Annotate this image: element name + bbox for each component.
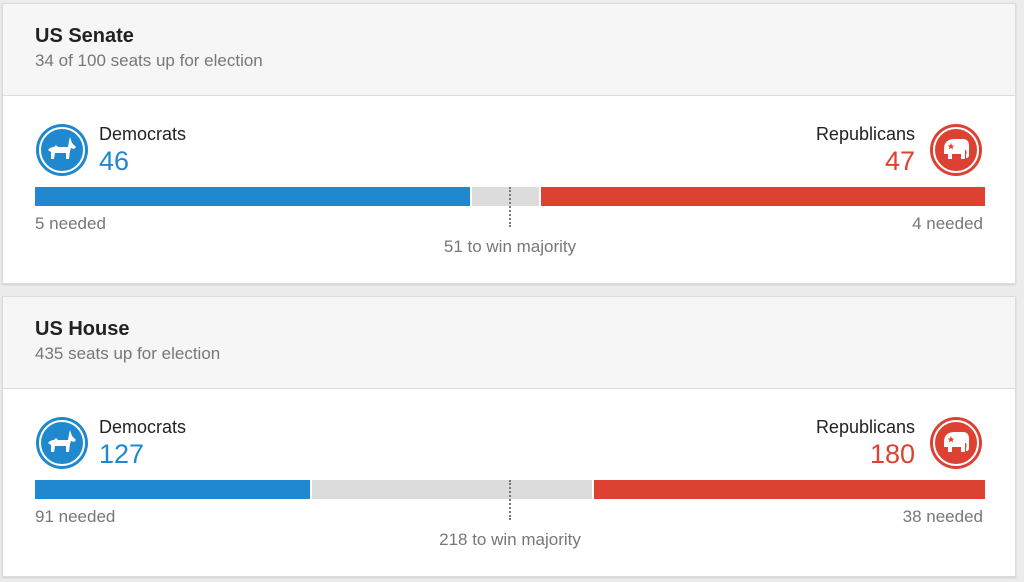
democrats-needed: 5 needed <box>35 214 106 233</box>
republicans-label: Republicans <box>815 124 915 144</box>
democrats-needed: 91 needed <box>35 507 116 526</box>
republicans-seat-count: 180 <box>869 439 915 469</box>
democrats-label: Democrats <box>99 124 187 144</box>
donkey-icon <box>35 416 89 470</box>
republicans-needed: 4 needed <box>912 214 983 233</box>
republicans-label: Republicans <box>815 417 915 437</box>
elephant-icon <box>929 416 983 470</box>
card-subtitle: 435 seats up for election <box>35 344 221 363</box>
majority-marker <box>509 187 511 227</box>
card-header: US Senate 34 of 100 seats up for electio… <box>3 4 1015 96</box>
seat-progress-bar <box>35 187 985 227</box>
house-card: US House 435 seats up for election Democ… <box>2 296 1016 577</box>
democrats-seat-count: 127 <box>99 439 145 469</box>
republicans-bar <box>591 480 985 499</box>
democrats-seat-count: 46 <box>99 146 130 176</box>
majority-marker <box>509 480 511 520</box>
card-body: Democrats 127 Republicans 180 91 needed … <box>3 389 1015 577</box>
republicans-seat-count: 47 <box>884 146 915 176</box>
donkey-icon <box>35 123 89 177</box>
democrats-label: Democrats <box>99 417 187 437</box>
democrats-bar <box>35 187 472 206</box>
card-subtitle: 34 of 100 seats up for election <box>35 51 263 70</box>
card-body: Democrats 46 Republicans 47 5 needed 4 n… <box>3 96 1015 284</box>
card-title: US House <box>35 318 130 340</box>
senate-card: US Senate 34 of 100 seats up for electio… <box>2 3 1016 284</box>
elephant-icon <box>929 123 983 177</box>
republicans-bar <box>538 187 985 206</box>
seat-progress-bar <box>35 480 985 520</box>
majority-label: 51 to win majority <box>443 237 577 256</box>
majority-label: 218 to win majority <box>439 530 581 549</box>
democrats-bar <box>35 480 313 499</box>
card-header: US House 435 seats up for election <box>3 297 1015 389</box>
republicans-needed: 38 needed <box>902 507 983 526</box>
card-title: US Senate <box>35 25 134 47</box>
